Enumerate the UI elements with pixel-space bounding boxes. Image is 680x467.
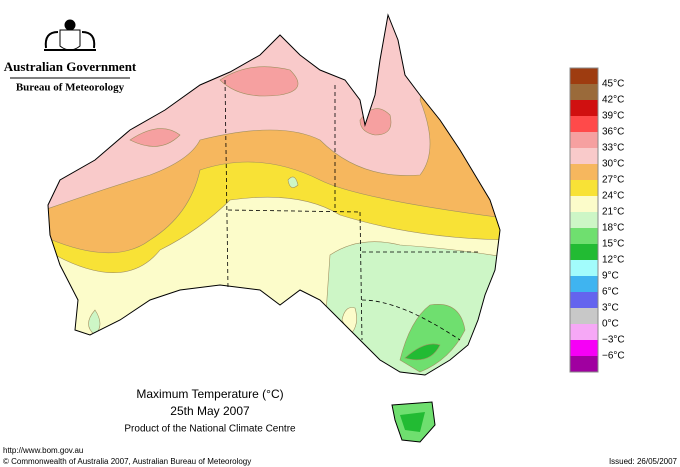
legend-label: 3°C <box>602 303 619 314</box>
legend-label: −6°C <box>602 351 625 362</box>
legend-label: 33°C <box>602 143 624 154</box>
header-title: Australian Government <box>4 59 137 74</box>
legend-swatch <box>570 100 598 116</box>
legend-label: 18°C <box>602 223 624 234</box>
legend-label: 9°C <box>602 271 619 282</box>
state-borders <box>224 79 480 341</box>
legend-swatch <box>570 84 598 100</box>
legend-swatch <box>570 244 598 260</box>
map-title: Maximum Temperature (°C) <box>136 387 283 401</box>
legend-label: 12°C <box>602 255 624 266</box>
legend-swatch <box>570 308 598 324</box>
footer-copyright: © Commonwealth of Australia 2007, Austra… <box>3 457 251 466</box>
legend-swatch <box>570 68 598 84</box>
header-subtitle: Bureau of Meteorology <box>16 82 125 94</box>
legend-label: 45°C <box>602 79 624 90</box>
coastline <box>47 13 501 376</box>
legend-swatch <box>570 196 598 212</box>
coat-of-arms <box>44 19 96 51</box>
legend-label: 0°C <box>602 319 619 330</box>
legend-swatch <box>570 164 598 180</box>
legend-swatch <box>570 212 598 228</box>
legend-frame <box>569 67 599 373</box>
legend-swatch <box>570 228 598 244</box>
legend-swatch <box>570 276 598 292</box>
footer-issued: Issued: 26/05/2007 <box>609 457 678 466</box>
legend-label: 30°C <box>602 159 624 170</box>
legend-label: 42°C <box>602 95 624 106</box>
legend-swatch <box>570 116 598 132</box>
legend-label: 39°C <box>602 111 624 122</box>
legend-swatch <box>570 356 598 372</box>
map-date: 25th May 2007 <box>170 404 250 418</box>
legend-label: 21°C <box>602 207 624 218</box>
legend-swatch <box>570 148 598 164</box>
legend-swatch <box>570 132 598 148</box>
legend-label: 24°C <box>602 191 624 202</box>
footer-url: http://www.bom.gov.au <box>3 446 83 455</box>
legend-label: 36°C <box>602 127 624 138</box>
legend-label: 6°C <box>602 287 619 298</box>
map-product: Product of the National Climate Centre <box>124 424 296 435</box>
tasmania-zone <box>400 412 425 432</box>
legend-swatch <box>570 260 598 276</box>
legend-label: −3°C <box>602 335 625 346</box>
legend-swatch <box>570 180 598 196</box>
legend-label: 27°C <box>602 175 624 186</box>
legend: 45°C 42°C 39°C 36°C 33°C 30°C 27°C 24°C 21°C 18°C… <box>569 67 625 373</box>
legend-swatch <box>570 324 598 340</box>
legend-swatch <box>570 292 598 308</box>
legend-swatch <box>570 340 598 356</box>
legend-label: 15°C <box>602 239 624 250</box>
